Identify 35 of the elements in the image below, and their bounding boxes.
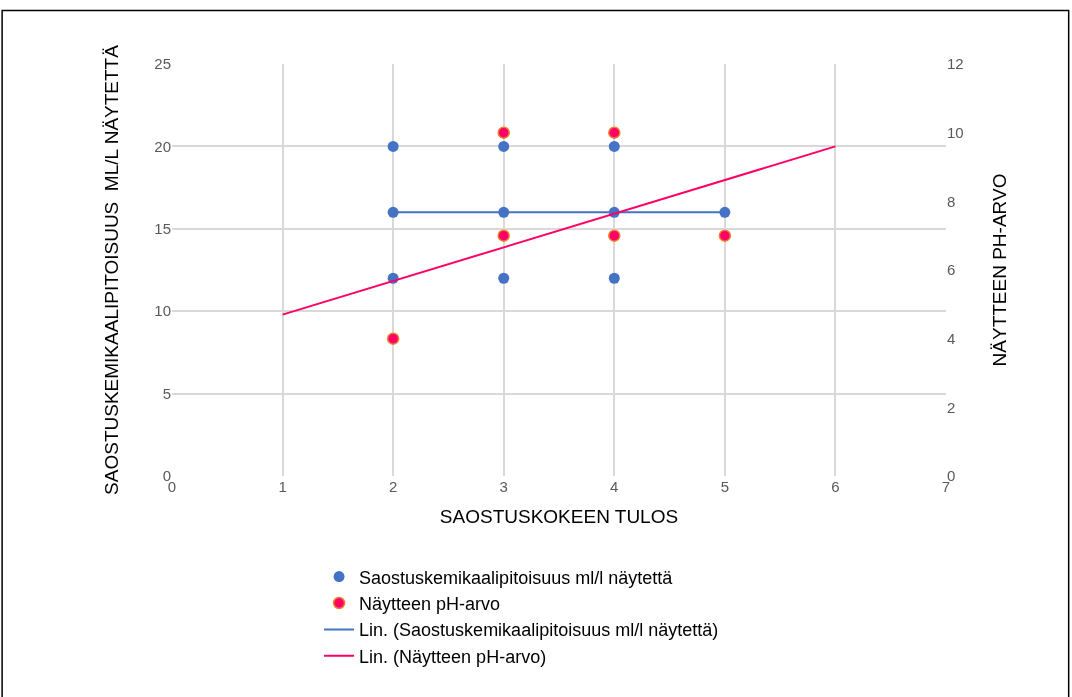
x-tick-label: 1: [278, 478, 287, 495]
legend-label: Saostuskemikaalipitoisuus ml/l näytettä: [359, 567, 674, 588]
point: [718, 229, 732, 242]
point: [386, 332, 400, 345]
legend-label: Lin. (Näytteen pH-arvo): [359, 646, 547, 667]
y-axis-title: SAOSTUSKEMIKAALIPITOISUUS ML/L NÄYTETTÄ: [101, 44, 123, 495]
x-tick-label: 6: [831, 478, 840, 495]
y2-tick-label: 2: [947, 398, 956, 416]
point: [608, 140, 620, 152]
x-tick-label: 4: [610, 478, 619, 495]
point: [608, 229, 621, 242]
point: [498, 140, 510, 152]
point: [387, 140, 399, 152]
y2-axis-title: NÄYTTEEN PH-ARVO: [989, 173, 1011, 367]
y-tick-label: 25: [154, 55, 171, 73]
x-tick-label: 2: [388, 478, 398, 495]
legend-label: Lin. (Saostuskemikaalipitoisuus ml/l näytettä): [359, 620, 719, 641]
y2-tick-label: 10: [947, 123, 964, 141]
legend-label: Näytteen pH-arvo: [359, 594, 501, 615]
point: [498, 272, 510, 284]
x-tick-label: 3: [499, 478, 508, 495]
y-tick-label: 5: [162, 384, 171, 402]
point: [497, 229, 510, 242]
y2-tick-label: 8: [947, 192, 956, 210]
point: [608, 272, 620, 284]
y-tick-label: 15: [154, 220, 171, 238]
point: [497, 126, 510, 139]
x-axis-title: SAOSTUSKOKEEN TULOS: [439, 505, 679, 527]
y2-tick-label: 12: [947, 55, 964, 73]
x-tick-label: 5: [720, 478, 730, 495]
y-tick-label: 20: [154, 137, 171, 155]
y-tick-label: 10: [154, 302, 171, 320]
y2-tick-label: 6: [947, 261, 956, 279]
point: [608, 126, 621, 139]
y2-tick-label: 4: [947, 329, 956, 347]
